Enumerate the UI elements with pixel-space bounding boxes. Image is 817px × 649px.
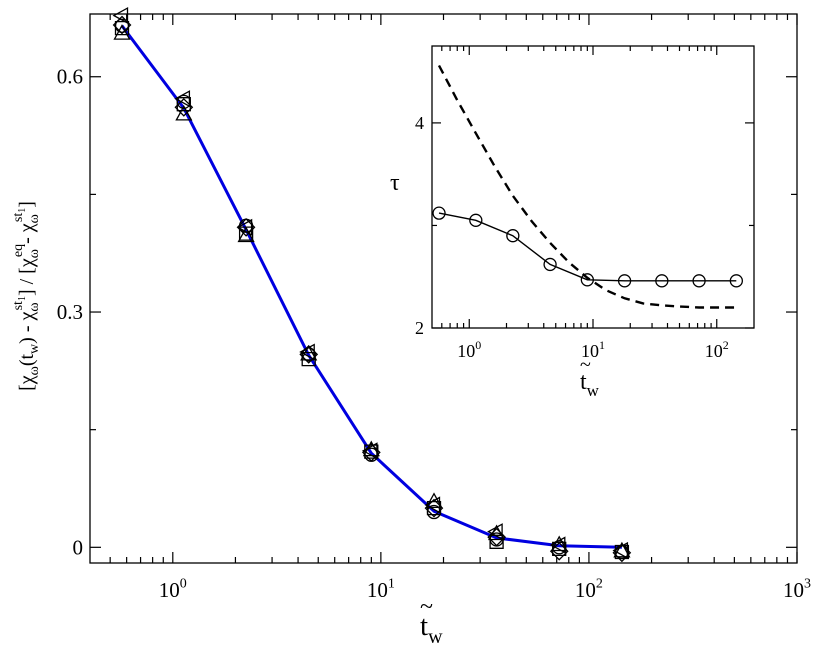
main-fit-line	[120, 24, 622, 549]
inset-x-tick-label-base: 10	[581, 341, 599, 361]
main-marker-triangle-left	[424, 496, 441, 514]
main-marker-triangle-left	[549, 536, 566, 554]
main-y-label-part4: ] / [χ	[16, 258, 38, 296]
main-marker-triangle-left	[361, 442, 378, 460]
main-y-label-part5: - χ	[16, 223, 38, 244]
inset-dashed-line	[437, 64, 737, 309]
inset-series-lines	[437, 64, 737, 309]
main-y-label-part4-sub: ω	[27, 249, 42, 258]
inset-background	[432, 46, 754, 328]
inset-x-tick-label-base: 10	[457, 341, 475, 361]
main-x-tick-label: 101	[367, 577, 395, 602]
inset-marker-circle	[506, 229, 520, 243]
main-x-label-accent: ~	[420, 594, 433, 620]
main-x-axis-label: tw	[420, 610, 443, 648]
main-marker-triangle-up	[300, 344, 318, 361]
main-marker-triangle-left	[174, 90, 191, 108]
main-y-label-part3: ) - χ	[16, 312, 38, 344]
main-marker-triangle-up	[487, 524, 506, 541]
main-marker-triangle-up	[425, 492, 443, 509]
main-marker-triangle-left	[236, 218, 253, 236]
inset-x-tick-label: 100	[457, 338, 481, 361]
main-x-tick-label: 102	[575, 577, 603, 602]
main-y-tick-label: 0.6	[57, 65, 83, 89]
inset-y-tick-label: 2	[415, 318, 424, 338]
inset-marker-circle	[655, 274, 669, 288]
main-y-label-part5-sub: ω	[27, 214, 42, 223]
main-marker-square	[301, 351, 316, 367]
inset-marker-circle	[580, 273, 594, 287]
inset-x-tick-label-exp: 2	[723, 338, 729, 352]
main-y-label-part6: ]	[16, 201, 38, 208]
main-marker-triangle-left	[487, 523, 503, 541]
main-y-tick-label: 0	[73, 535, 84, 559]
main-y-label-part1-sub: ω	[27, 366, 42, 375]
main-fit-line-path	[120, 24, 622, 549]
main-x-tick-label-exp: 1	[388, 577, 395, 592]
inset-x-tick-label: 101	[581, 338, 605, 361]
main-x-label-base: t	[420, 610, 428, 642]
inset-y-axis-label: τ	[390, 170, 400, 196]
inset-x-axis-label: tw	[580, 369, 600, 400]
inset-marker-circle	[469, 213, 483, 227]
main-y-label-part3-supsub: 1	[17, 296, 28, 301]
main-y-label-part5-sup: st	[11, 213, 26, 222]
inset-circle-markers	[432, 206, 743, 288]
main-marker-triangle-left	[612, 541, 629, 559]
inset-solid-line	[438, 212, 737, 282]
main-marker-triangle-up	[113, 24, 131, 40]
inset-x-label-sub: w	[587, 381, 600, 400]
main-marker-triangle-up	[237, 226, 255, 243]
main-y-axis-label: [χω(tw) - χωst1] / [χωeq- χωst1]	[11, 201, 42, 391]
main-x-tick-label-exp: 3	[804, 577, 811, 592]
main-x-tick-label-base: 10	[159, 578, 180, 602]
main-y-label-part2: (t	[16, 354, 38, 367]
inset-x-label-base: t	[580, 369, 587, 395]
main-marker-triangle-up	[175, 104, 193, 121]
main-y-label-part3-sup: st	[11, 301, 26, 310]
inset-marker-circle	[692, 274, 706, 288]
main-y-label-part1: [χ	[16, 375, 38, 391]
main-marker-triangle-left	[299, 343, 315, 361]
main-marker-triangle-left	[112, 6, 129, 25]
main-x-tick-label-base: 10	[783, 578, 804, 602]
main-x-label-sub: w	[428, 626, 443, 648]
main-x-tick-label-exp: 2	[596, 577, 603, 592]
main-x-tick-label: 103	[783, 577, 811, 602]
inset-x-tick-label-exp: 0	[475, 338, 481, 352]
main-marker-square	[489, 534, 504, 549]
main-marker-triangle-up	[613, 541, 631, 558]
main-y-label-part5-supsub: 1	[17, 208, 28, 213]
main-y-label-part2-sub: w	[27, 343, 42, 354]
inset-x-tick-label-base: 10	[705, 341, 723, 361]
main-x-tick-label: 100	[159, 577, 187, 602]
main-data-markers	[112, 6, 632, 563]
main-x-tick-label-base: 10	[367, 578, 388, 602]
inset-x-tick-label-exp: 1	[599, 338, 605, 352]
inset-axis-ticks	[432, 46, 754, 329]
main-y-tick-label: 0.3	[57, 300, 83, 324]
main-y-label-part3-sub: ω	[27, 302, 42, 311]
inset-x-label-accent: ~	[580, 354, 591, 376]
inset-y-tick-label: 4	[415, 113, 424, 133]
inset-marker-circle	[432, 206, 446, 220]
main-axis-ticks	[90, 14, 798, 563]
main-marker-square	[176, 97, 191, 112]
main-x-tick-label-exp: 0	[180, 577, 187, 592]
inset-marker-circle	[617, 274, 632, 288]
inset-marker-circle	[729, 274, 743, 288]
inset-x-tick-label: 102	[705, 338, 729, 361]
main-x-tick-label-base: 10	[575, 578, 596, 602]
main-y-label-part4-sup: eq	[11, 244, 26, 257]
inset-marker-circle	[543, 257, 557, 272]
main-marker-triangle-up	[550, 535, 568, 552]
